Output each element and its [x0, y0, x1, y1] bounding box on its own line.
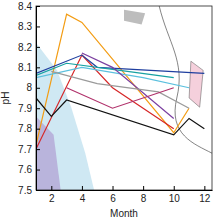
x-tick-label: 4 — [80, 193, 86, 204]
y-tick-label: 7.9 — [18, 103, 32, 114]
series-line — [67, 88, 174, 108]
y-tick-mark — [36, 129, 40, 130]
x-tick-mark — [113, 186, 114, 190]
y-tick-label: 7.5 — [18, 185, 32, 196]
y-tick: 8.1 — [18, 62, 40, 73]
y-tick-mark — [36, 149, 40, 150]
x-tick-mark — [204, 186, 205, 190]
x-tick-mark — [51, 186, 52, 190]
series-line — [36, 67, 189, 87]
y-tick-mark — [36, 6, 40, 7]
y-tick-mark — [36, 67, 40, 68]
x-axis-title: Month — [110, 208, 138, 219]
y-axis: 7.5 7.6 7.7 7.8 7.9 8 8.1 8.2 8.3 8.4 — [18, 1, 40, 196]
x-tick-label: 2 — [49, 193, 55, 204]
y-tick: 7.8 — [18, 123, 40, 134]
y-tick: 7.9 — [18, 103, 40, 114]
land — [36, 6, 212, 190]
y-tick-label: 8.3 — [18, 21, 32, 32]
x-tick-mark — [82, 186, 83, 190]
y-tick-label: 8.1 — [18, 62, 32, 73]
series-group — [36, 14, 204, 149]
ocean — [36, 43, 94, 190]
chart: 2 4 6 8 10 12 7.5 7.6 7.7 7.8 7.9 8 8.1 8.2 8.3 8.4 Mont… — [0, 0, 220, 220]
y-tick-label: 7.7 — [18, 144, 32, 155]
x-tick: 2 — [49, 186, 55, 204]
x-tick-label: 8 — [141, 193, 147, 204]
y-tick: 7.6 — [18, 164, 40, 175]
coast-patch — [189, 61, 203, 107]
y-tick-mark — [36, 170, 40, 171]
x-tick-mark — [143, 186, 144, 190]
y-tick: 8 — [26, 82, 40, 93]
x-axis-line — [37, 190, 213, 191]
frame — [36, 6, 212, 190]
plot: 2 4 6 8 10 12 7.5 7.6 7.7 7.8 7.9 8 8.1 8.2 8.3 8.4 — [18, 1, 212, 204]
x-tick-label: 10 — [169, 193, 181, 204]
y-tick-label: 8.2 — [18, 42, 32, 53]
x-tick-label: 6 — [110, 193, 116, 204]
x-tick: 8 — [141, 186, 147, 204]
map-background — [36, 6, 212, 190]
y-tick-mark — [36, 26, 40, 27]
x-tick: 10 — [169, 186, 181, 204]
y-tick-label: 7.6 — [18, 164, 32, 175]
y-tick: 7.5 — [18, 185, 40, 196]
series-line — [36, 14, 189, 145]
y-tick-mark — [36, 108, 40, 109]
y-axis-title: pH — [0, 92, 11, 105]
land-patch — [124, 10, 145, 25]
x-tick: 4 — [80, 186, 86, 204]
x-tick-mark — [174, 186, 175, 190]
series-line — [36, 55, 174, 149]
x-tick-label: 12 — [199, 193, 211, 204]
y-tick-label: 7.8 — [18, 123, 32, 134]
x-axis: 2 4 6 8 10 12 — [37, 186, 213, 204]
y-tick-mark — [36, 88, 40, 89]
y-tick-label: 8 — [26, 82, 32, 93]
y-tick: 8.2 — [18, 42, 40, 53]
series-line — [36, 63, 174, 77]
y-tick-mark — [36, 47, 40, 48]
y-tick: 8.4 — [18, 1, 40, 12]
series-line — [82, 53, 174, 118]
y-tick: 7.7 — [18, 144, 40, 155]
series-line — [51, 71, 189, 108]
x-tick: 12 — [199, 186, 211, 204]
y-axis-line — [36, 7, 37, 191]
y-tick: 8.3 — [18, 21, 40, 32]
y-tick-mark — [36, 190, 40, 191]
y-tick-label: 8.4 — [18, 1, 32, 12]
coastline — [159, 6, 212, 153]
x-tick: 6 — [110, 186, 116, 204]
